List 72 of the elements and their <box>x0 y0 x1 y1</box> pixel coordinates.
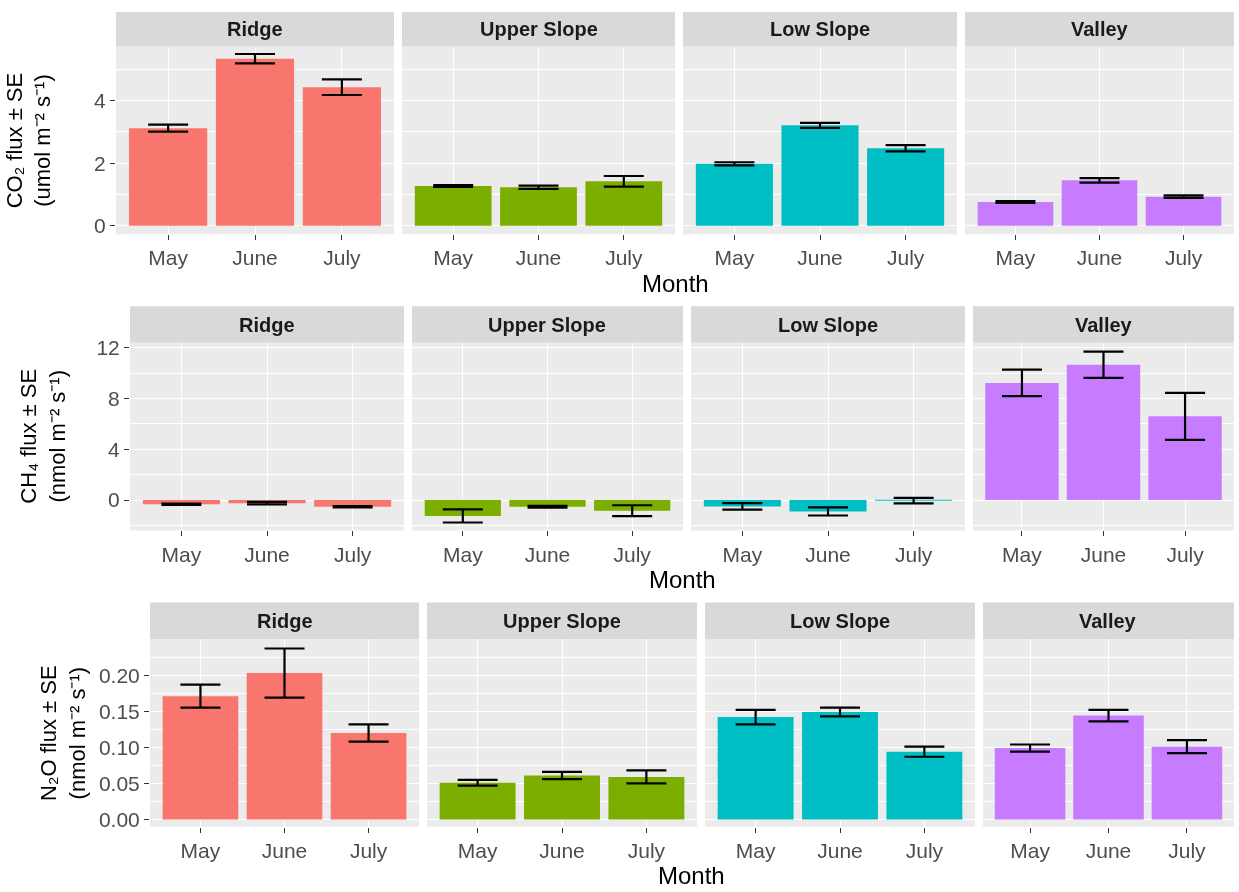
y-tick-label: 12 <box>96 336 120 360</box>
x-tick-label: July <box>605 246 643 270</box>
x-tick-label: July <box>613 542 652 566</box>
x-tick-label: May <box>457 838 498 862</box>
bar <box>246 673 323 820</box>
x-tick-label: July <box>323 246 362 270</box>
bar <box>162 696 239 820</box>
y-tick-label: 0.15 <box>98 699 140 723</box>
x-tick-label: June <box>539 838 585 862</box>
x-tick-label: July <box>1166 542 1205 566</box>
y-axis-title: CO₂ flux ± SE (umol m⁻² s⁻¹) <box>1 72 56 209</box>
x-axis-title: Month <box>642 270 709 297</box>
x-tick-label: July <box>1168 838 1207 862</box>
x-axis-title: Month <box>649 566 716 593</box>
x-tick-label: May <box>148 246 189 270</box>
chart-title: Valley <box>1075 314 1133 336</box>
x-tick-label: June <box>1085 838 1132 862</box>
x-tick-label: June <box>524 542 571 566</box>
bar <box>302 87 381 226</box>
y-tick-label: 4 <box>108 437 121 461</box>
x-tick-label: May <box>442 542 484 566</box>
x-tick-label: May <box>1002 542 1043 566</box>
x-tick-label: June <box>797 246 843 270</box>
x-tick-label: July <box>886 246 925 270</box>
chart-title: Ridge <box>257 610 313 632</box>
bar <box>330 732 407 820</box>
y-tick-label: 2 <box>94 151 106 175</box>
x-tick-label: July <box>905 838 944 862</box>
x-tick-label: June <box>817 838 863 862</box>
x-tick-label: July <box>1164 246 1203 270</box>
x-tick-label: May <box>735 838 776 862</box>
chart-title: Ridge <box>227 18 283 40</box>
bar <box>215 58 295 226</box>
x-tick-label: July <box>894 542 933 566</box>
chart-title: Upper Slope <box>480 18 598 40</box>
x-tick-label: May <box>433 246 474 270</box>
x-tick-label: May <box>161 542 202 566</box>
chart-title: Low Slope <box>778 314 878 336</box>
x-tick-label: July <box>333 542 372 566</box>
bar <box>129 128 208 226</box>
x-tick-label: June <box>1076 246 1123 270</box>
x-tick-label: May <box>180 838 221 862</box>
x-tick-label: June <box>261 838 308 862</box>
x-tick-label: June <box>244 542 290 566</box>
y-tick-label: 0.10 <box>98 735 140 759</box>
y-axis-title: CH₄ flux ± SE (nmol m⁻² s⁻¹) <box>16 368 70 504</box>
x-tick-label: June <box>805 542 851 566</box>
x-tick-label: July <box>349 838 388 862</box>
chart-title: Ridge <box>239 314 295 336</box>
chart-title: Valley <box>1071 18 1129 40</box>
y-tick-label: 0 <box>94 214 106 238</box>
y-tick-label: 0.20 <box>98 663 140 687</box>
x-tick-label: June <box>1080 542 1127 566</box>
y-tick-label: 4 <box>94 88 107 112</box>
chart-title: Upper Slope <box>503 610 621 632</box>
x-tick-label: June <box>232 246 278 270</box>
x-tick-label: July <box>627 838 666 862</box>
y-tick-label: 0 <box>108 488 120 512</box>
y-tick-label: 0.05 <box>98 771 140 795</box>
x-axis-title: Month <box>658 862 725 889</box>
x-tick-label: June <box>515 246 562 270</box>
y-axis-title: N₂O flux ± SE (nmol m⁻² s⁻¹) <box>36 665 90 801</box>
y-tick-label: 8 <box>108 386 120 410</box>
y-tick-label: 0.00 <box>98 807 140 831</box>
x-tick-label: May <box>1010 838 1051 862</box>
chart-title: Valley <box>1079 610 1137 632</box>
x-tick-label: May <box>722 542 763 566</box>
x-tick-label: May <box>714 246 755 270</box>
chart-title: Upper Slope <box>488 314 606 336</box>
chart-title: Low Slope <box>790 610 890 632</box>
chart-title: Low Slope <box>770 18 870 40</box>
x-tick-label: May <box>995 246 1036 270</box>
